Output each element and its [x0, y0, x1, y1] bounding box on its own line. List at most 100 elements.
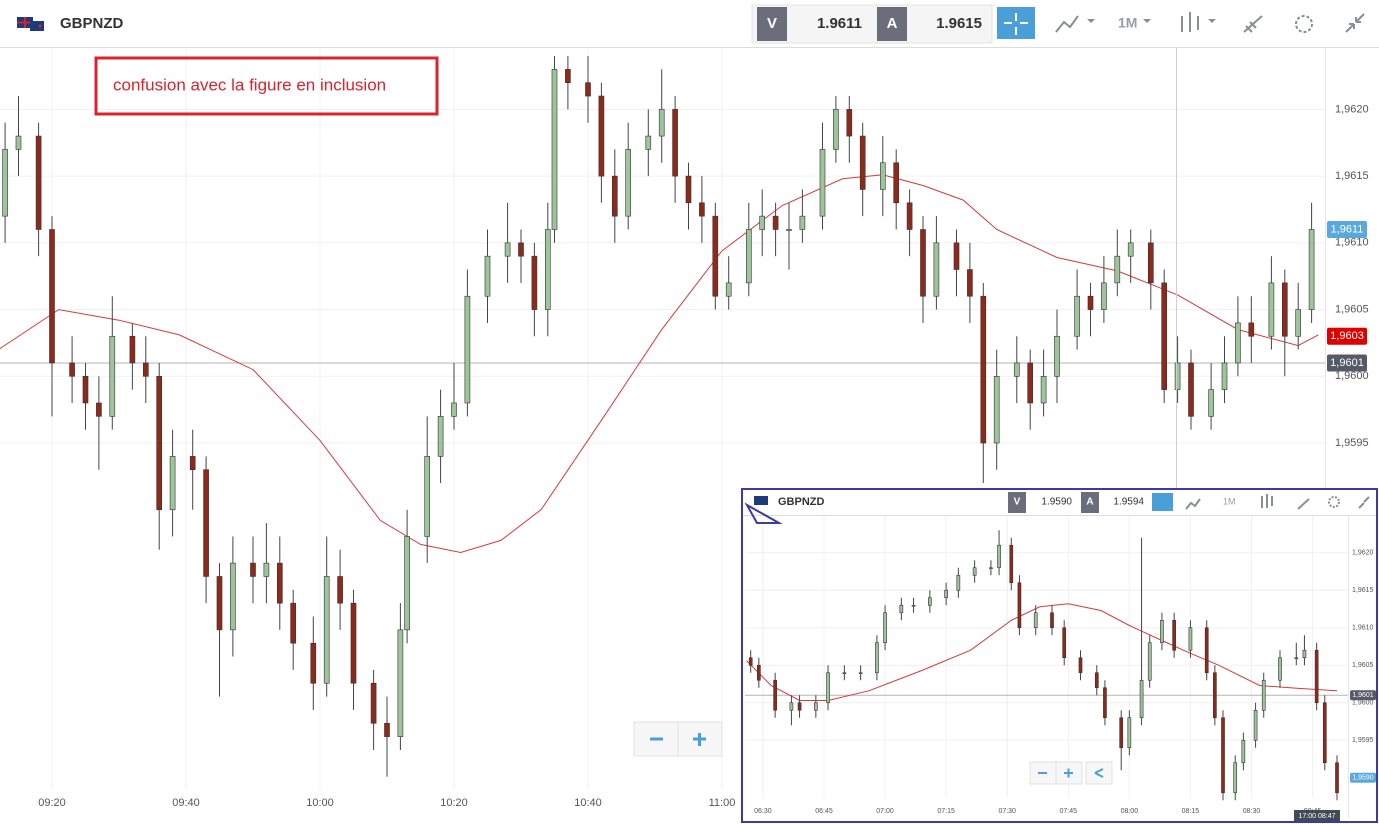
timeframe[interactable]: 1M	[1118, 15, 1137, 31]
candle-body	[1208, 389, 1214, 417]
y-tick-label: 1,9605	[1352, 662, 1374, 669]
candle-body	[911, 604, 916, 607]
candle-body	[1174, 362, 1181, 390]
x-tick-label: 06:30	[754, 808, 772, 815]
candle-body	[451, 402, 457, 417]
time-badge: 17:00 08:47	[1299, 813, 1336, 820]
inset-header: GBPNZD V 1.9590 A 1.9594 1M	[743, 490, 1376, 524]
x-tick-label: 08:00	[1121, 808, 1139, 815]
candle-body	[109, 335, 116, 417]
sell-button[interactable]	[757, 7, 787, 41]
candle-body	[1233, 762, 1238, 794]
header-bar	[0, 0, 1379, 47]
candle-body	[1087, 295, 1094, 310]
inset-crosshair	[1152, 493, 1173, 511]
candle-body	[169, 456, 176, 511]
candle-body	[1160, 619, 1164, 644]
y-tick-label: 1,9620	[1352, 550, 1374, 557]
candle-body	[189, 456, 196, 471]
quote-panel	[751, 4, 993, 44]
candle-body	[846, 109, 853, 137]
y-tick-label: 1,9605	[1335, 303, 1369, 315]
price-badge-label: 1,9603	[1330, 330, 1364, 342]
candle-body	[611, 175, 618, 217]
settings-icon[interactable]	[1295, 15, 1313, 33]
candle-body	[1013, 362, 1020, 377]
price-badge	[1327, 354, 1367, 372]
candle-body	[1161, 282, 1168, 390]
inset-flag	[754, 496, 768, 505]
candle-body	[1213, 672, 1217, 719]
inset-chart-type	[1185, 498, 1201, 510]
y-tick-label: 1,9600	[1352, 700, 1374, 707]
expand-icon[interactable]	[1345, 13, 1365, 33]
y-tick-label: 1,9600	[1335, 370, 1369, 382]
candle-body	[814, 702, 818, 711]
plus-icon	[693, 733, 706, 746]
candle-body	[1322, 702, 1327, 764]
candle-body	[980, 295, 987, 444]
chart-type-icon[interactable]	[1055, 15, 1079, 33]
candle-body	[748, 657, 753, 666]
candle-body	[1235, 322, 1241, 364]
candle-body	[323, 576, 330, 684]
x-tick-label: 10:40	[574, 797, 602, 809]
candle-body	[899, 604, 904, 614]
candle-body	[1278, 657, 1282, 681]
candle-body	[859, 135, 866, 190]
candle-body	[263, 562, 270, 577]
candle-body	[1172, 619, 1176, 651]
y-tick-label: 1,9610	[1335, 237, 1369, 249]
candle-body	[933, 242, 940, 297]
candle-body	[1139, 679, 1144, 719]
inset-sell-price: 1.9590	[1041, 497, 1072, 508]
x-tick-label: 07:00	[876, 808, 894, 815]
candle-body	[879, 162, 886, 190]
candle-body	[1281, 282, 1288, 337]
candle-body	[1074, 295, 1080, 337]
candle-body	[893, 162, 900, 204]
inset-timeframe: 1M	[1223, 496, 1236, 506]
y-tick-label: 1,9615	[1352, 587, 1374, 594]
candle-body	[1033, 612, 1038, 629]
candle-body	[290, 602, 297, 644]
x-tick-label: 06:45	[815, 808, 833, 815]
dropdown	[1208, 19, 1216, 23]
zoom-in[interactable]	[677, 721, 723, 757]
candle-body	[437, 416, 444, 457]
candle-body	[49, 229, 55, 364]
candle-body	[789, 702, 794, 711]
candle-body	[1302, 649, 1307, 659]
candle-body	[216, 576, 223, 631]
candle-body	[972, 567, 977, 576]
candle-body	[551, 69, 558, 230]
price-badge-label: 1,9601	[1352, 692, 1374, 699]
buy-button[interactable]	[877, 7, 907, 41]
candle-body	[944, 589, 948, 599]
draw-icon[interactable]	[1243, 15, 1263, 33]
candle-body	[397, 629, 404, 737]
candle-body	[504, 242, 511, 257]
x-tick-label: 07:45	[1060, 808, 1078, 815]
candle-body	[725, 282, 732, 297]
x-tick-label: 09:40	[172, 797, 200, 809]
candle-body	[772, 215, 779, 230]
inset-marker	[744, 502, 783, 524]
x-tick-label: 07:30	[998, 808, 1016, 815]
candle-body	[1127, 242, 1134, 257]
candle-body	[544, 229, 551, 310]
candle-body	[989, 567, 993, 570]
candle-body	[350, 602, 357, 684]
crosshair-icon	[1004, 13, 1028, 35]
price-badge	[1327, 327, 1367, 345]
inset-sell-button	[1008, 492, 1026, 513]
candle-body	[826, 672, 830, 704]
candle-body	[424, 456, 431, 537]
y-tick-label: 1,9610	[1352, 625, 1374, 632]
candle-icon[interactable]	[1181, 12, 1199, 32]
candle-body	[759, 215, 766, 230]
y-tick-label: 1,9620	[1335, 103, 1369, 115]
candle-body	[250, 562, 256, 577]
candle-body	[598, 95, 605, 177]
